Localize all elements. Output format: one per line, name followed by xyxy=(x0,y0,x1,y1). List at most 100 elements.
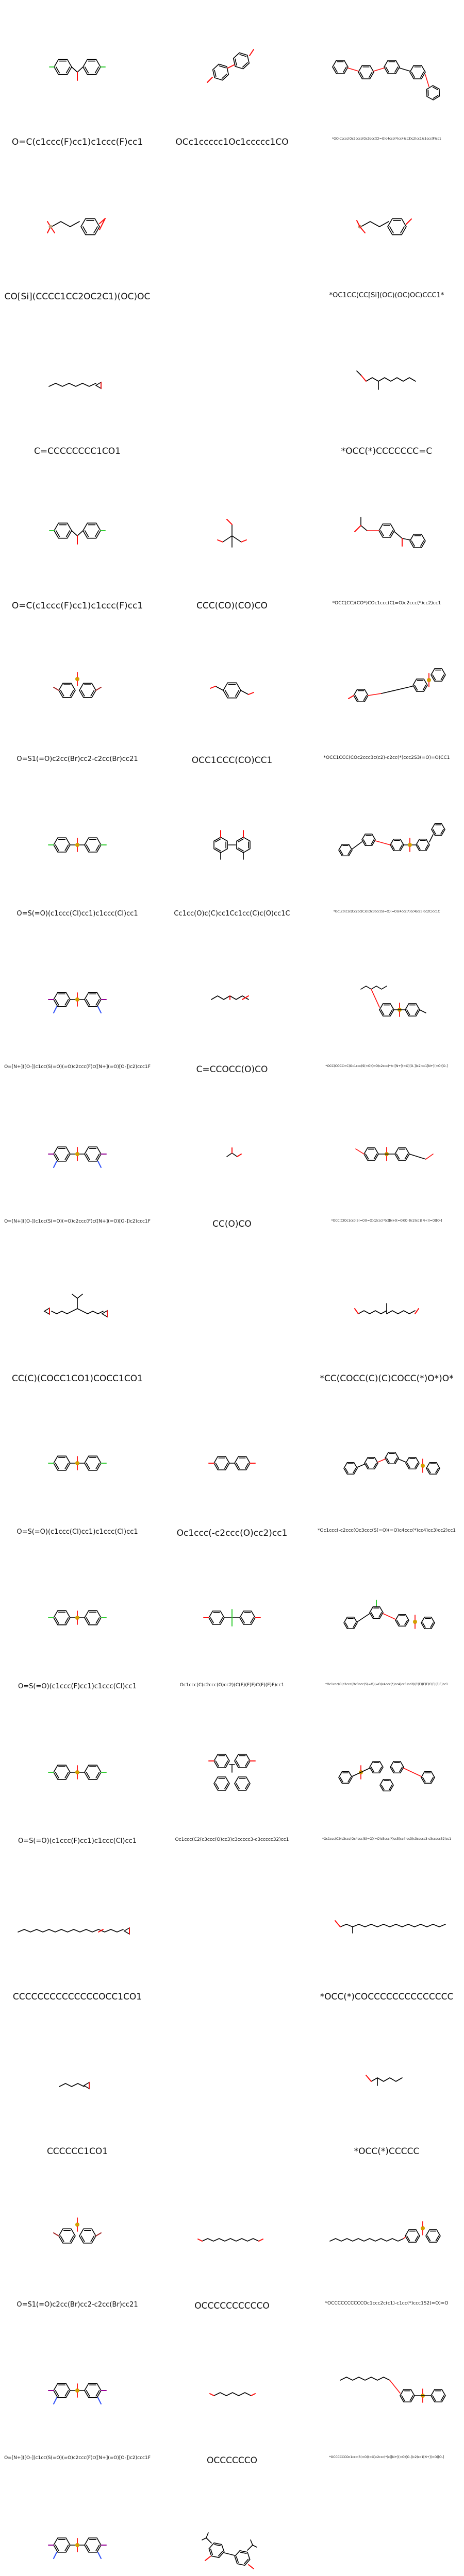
bond xyxy=(402,538,410,540)
bond xyxy=(80,2235,85,2242)
bond xyxy=(354,1308,359,1314)
molecule-structure xyxy=(208,1754,256,1791)
bond xyxy=(242,62,248,67)
molecule-cell: *OCC(C)Oc1ccc(S(=O)(=O)c2ccc(*)c([N+](=O… xyxy=(309,1082,464,1236)
molecule-cell: *OCC(*)CCCCC xyxy=(309,2009,464,2164)
molecule-row: CCCCCCCCCCCCCCOCC1CO1 *OCC(*)COCCCCCCCCCC… xyxy=(0,1855,464,2009)
bond xyxy=(353,1622,356,1628)
bond xyxy=(64,844,69,851)
ring xyxy=(409,534,426,548)
molecule-cell: O=[N+]([O-])c1cc(S(=O)(=O)c2ccc(F)c([N+]… xyxy=(0,2473,155,2576)
bond xyxy=(396,1620,400,1625)
bond xyxy=(422,1622,426,1628)
bond xyxy=(415,1463,418,1468)
bond xyxy=(373,1154,377,1160)
molecule-structure xyxy=(211,995,249,1000)
molecule-cell: *OCCCCCCOc1ccc(S(=O)(=O)c2ccc(*)c([N+](=… xyxy=(309,2318,464,2473)
ring xyxy=(79,683,96,698)
smiles-label: O=S(=O)(c1ccc(F)cc1)c1ccc(Cl)cc1 xyxy=(18,1683,137,1690)
ring xyxy=(390,838,404,852)
bond xyxy=(95,1154,100,1160)
bond xyxy=(64,2545,69,2551)
molecule-structure xyxy=(329,2221,441,2243)
molecule-cell: CC(C)(COCC1CO1)COCC1CO1 xyxy=(0,1236,155,1391)
bond xyxy=(357,1613,370,1622)
bond xyxy=(345,1622,349,1628)
ring xyxy=(353,689,369,702)
bond xyxy=(406,1009,410,1015)
ring xyxy=(58,683,76,698)
bond-chain xyxy=(371,2077,403,2082)
molecule-cell: Cc1cc(O)c(C(C)(C)C)cc1Cc1cc(C(C)(C)C)c(O… xyxy=(155,2473,309,2576)
smiles-label: *OCC1CCC(COc2ccc3c(c2)-c2cc(*)ccc2S3(=O)… xyxy=(323,755,450,760)
bond xyxy=(375,840,391,845)
molecule-cell: Oc1ccc(C(c2ccc(O)cc2)(C(F)(F)F)C(F)(F)F)… xyxy=(155,1546,309,1700)
bond-chain xyxy=(207,77,213,83)
ring xyxy=(236,837,251,853)
ring xyxy=(53,837,71,853)
bond xyxy=(64,1154,69,1160)
bond xyxy=(389,1785,392,1790)
bond xyxy=(371,839,374,845)
molecule-cell: O=S1(=O)c2cc(Br)cc2-c2cc(Br)cc21 xyxy=(0,618,155,773)
bond-chain xyxy=(18,1929,124,1933)
molecule-cell: O=[N+]([O-])c1cc(S(=O)(=O)c2ccc(F)c([N+]… xyxy=(0,2318,155,2473)
molecule-structure xyxy=(48,1610,107,1625)
bond xyxy=(406,218,412,225)
smiles-label: O=S(=O)(c1ccc(Cl)cc1)c1ccc(Cl)cc1 xyxy=(16,1528,138,1536)
bond xyxy=(70,690,74,697)
molecule-structure xyxy=(49,59,106,81)
molecule-structure xyxy=(356,370,416,390)
bond xyxy=(94,66,100,74)
bond xyxy=(222,535,233,543)
bond xyxy=(55,2545,59,2551)
bond xyxy=(398,1459,406,1463)
molecule-cell: OCC1CCC(CO)CC1 xyxy=(155,618,309,773)
ring xyxy=(385,1451,399,1465)
molecule-structure xyxy=(18,1927,130,1935)
molecule-structure xyxy=(208,1456,256,1470)
ring xyxy=(84,1146,102,1162)
smiles-label: *OCCCCCCCCCCOc1ccc2c(c1)-c1cc(*)ccc1S2(=… xyxy=(325,2301,449,2306)
molecule-cell: O=C(c1ccc(F)cc1)c1ccc(F)cc1 xyxy=(0,464,155,618)
bond xyxy=(380,1009,385,1015)
sulfur-atom xyxy=(75,1152,79,1156)
ring xyxy=(369,1760,384,1774)
molecule-cell: *Oc1ccc(C2(c3ccc(Oc4ccc(S(=O)(=O)c5ccc(*… xyxy=(309,1700,464,1855)
ring xyxy=(425,2229,441,2243)
bond xyxy=(250,2539,253,2546)
bond xyxy=(215,848,221,852)
sulfur-atom xyxy=(421,2226,425,2230)
bond xyxy=(53,2397,57,2404)
bond-chain xyxy=(213,2392,252,2396)
molecule-structure xyxy=(209,2392,256,2396)
ring xyxy=(84,1610,102,1625)
ring xyxy=(343,1616,358,1630)
bond xyxy=(206,2537,212,2544)
molecule-structure xyxy=(340,2377,446,2403)
bond xyxy=(210,2548,213,2555)
ring xyxy=(387,218,407,235)
bond xyxy=(371,989,380,1008)
sulfur-atom xyxy=(75,2223,79,2227)
bond xyxy=(97,1161,102,1168)
bond xyxy=(430,1622,434,1628)
molecule-cell: O=S(=O)(c1ccc(F)cc1)c1ccc(Cl)cc1 xyxy=(0,1546,155,1700)
molecule-structure xyxy=(343,1600,435,1630)
molecule-cell xyxy=(155,2009,309,2164)
molecule-cell: CCC(CO)(CO)CO xyxy=(155,464,309,618)
ring xyxy=(53,992,71,1007)
molecule-row: CC(C)(COCC1CO1)COCC1CO1 *CC(COCC(C)(C)COC… xyxy=(0,1236,464,1391)
bond xyxy=(86,2545,90,2551)
bond xyxy=(95,999,100,1006)
bond xyxy=(53,1161,57,1168)
molecule-cell: OCCCCCCO xyxy=(155,2318,309,2473)
molecule-cell xyxy=(155,309,309,464)
molecule-structure xyxy=(207,49,254,83)
molecule-structure xyxy=(48,381,102,389)
smiles-label: *Oc1ccc(-c2ccc(Oc3ccc(S(=O)(=O)c4ccc(*)c… xyxy=(317,1528,456,1533)
molecule-structure xyxy=(48,1455,107,1471)
bond xyxy=(226,519,233,525)
molecule-row: O=[N+]([O-])c1cc(S(=O)(=O)c2ccc(F)c([N+]… xyxy=(0,2318,464,2473)
ring xyxy=(58,2228,76,2244)
